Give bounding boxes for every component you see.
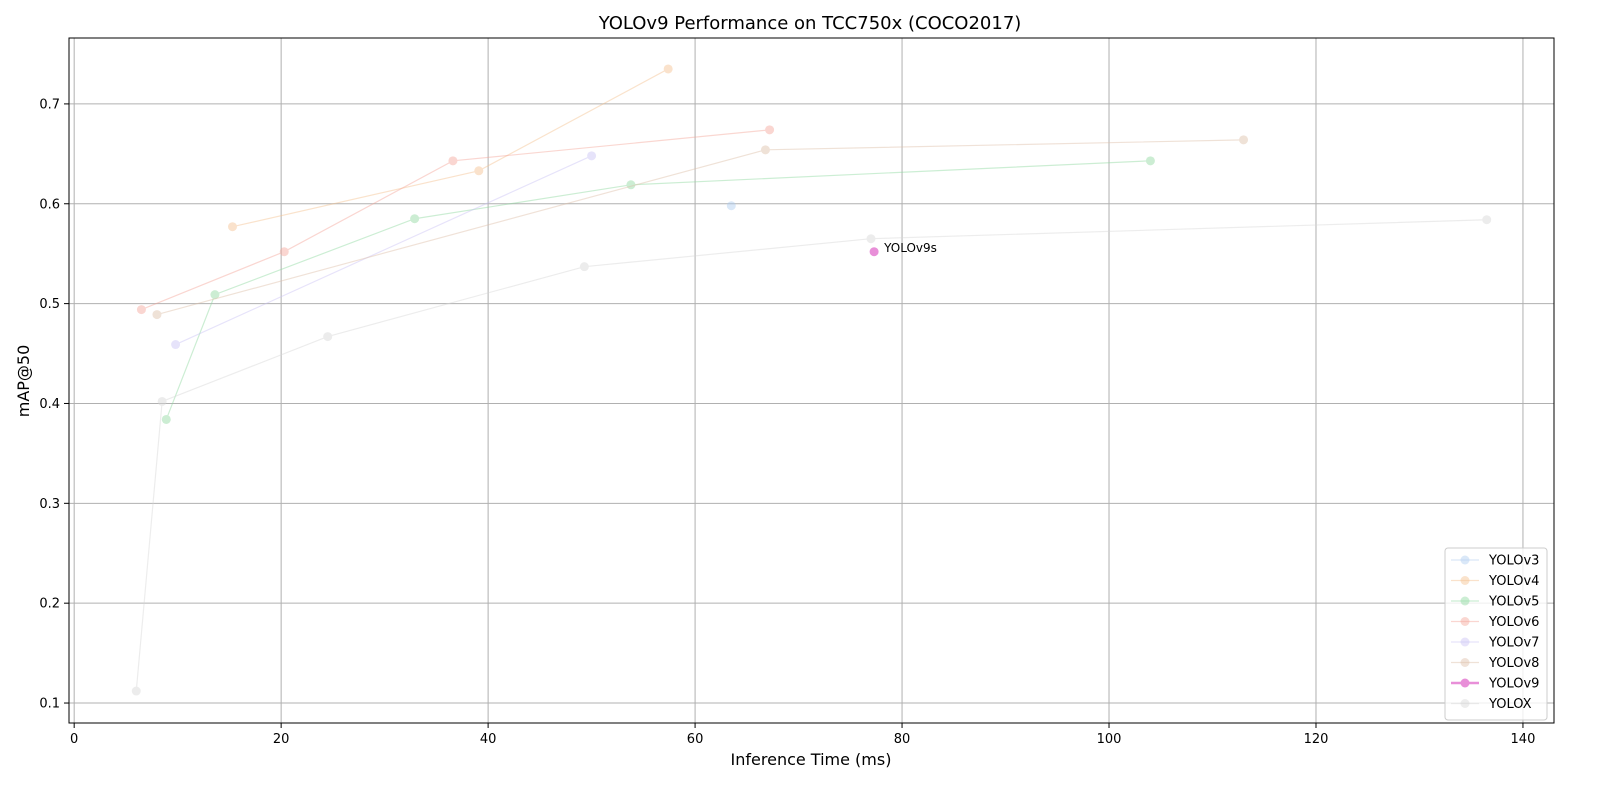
y-axis-label: mAP@50 — [14, 345, 33, 418]
series-yolov4 — [228, 64, 673, 232]
series-line-yolov4 — [232, 68, 669, 228]
legend-marker — [1460, 596, 1470, 606]
data-point-yolox — [157, 396, 167, 406]
y-tick-label: 0.2 — [39, 597, 60, 612]
x-tick-label: 140 — [1511, 732, 1536, 747]
data-point-yolov3 — [726, 201, 736, 211]
data-point-yolov7 — [171, 340, 181, 350]
data-point-yolov4 — [663, 64, 673, 74]
legend-marker — [1460, 637, 1470, 647]
data-point-yolov5 — [410, 214, 420, 224]
data-point-yolov8 — [760, 145, 770, 155]
x-tick-label: 40 — [480, 732, 497, 747]
data-point-yolox — [866, 234, 876, 244]
data-point-yolov7 — [587, 151, 597, 161]
data-point-yolov9 — [869, 247, 879, 257]
series-yolov7 — [171, 151, 597, 350]
data-point-yolov4 — [474, 166, 484, 176]
data-point-yolov5 — [161, 414, 171, 424]
y-tick-label: 0.1 — [39, 697, 60, 712]
legend: YOLOv3 YOLOv4 YOLOv5 YOLOv6 YOLOv7 YOLOv8 YOLO… — [1444, 547, 1548, 721]
legend-item-yolov5: YOLOv5 — [1451, 595, 1539, 610]
grid — [69, 38, 1554, 723]
ticks: 0 20 40 60 80 100 120 140 0.1 0.2 0.3 0.4 0.5 0.6 0.7 — [39, 97, 1535, 747]
legend-label: YOLOv7 — [1488, 636, 1539, 651]
plot-frame — [68, 37, 1555, 724]
y-tick-label: 0.5 — [39, 297, 60, 312]
legend-label: YOLOv5 — [1488, 595, 1539, 610]
legend-marker — [1460, 555, 1470, 565]
legend-box — [1444, 547, 1548, 721]
series-line-yolov8 — [156, 139, 1244, 316]
data-point-yolov6 — [136, 305, 146, 315]
x-tick-label: 60 — [687, 732, 704, 747]
legend-item-yolov9: YOLOv9 — [1451, 677, 1539, 692]
legend-marker — [1460, 678, 1470, 688]
legend-item-yolov3: YOLOv3 — [1451, 554, 1539, 569]
x-tick-label: 120 — [1304, 732, 1329, 747]
data-point-yolov5 — [1145, 156, 1155, 166]
x-axis-label: Inference Time (ms) — [731, 750, 892, 769]
y-tick-label: 0.6 — [39, 197, 60, 212]
data-point-yolov8 — [1239, 135, 1249, 145]
series-yolov6 — [136, 125, 775, 315]
legend-marker — [1460, 658, 1470, 667]
data-point-yolov6 — [765, 125, 775, 135]
legend-marker — [1460, 699, 1470, 708]
series-yolov3 — [726, 201, 736, 211]
annotations: YOLOv9s — [883, 241, 937, 255]
x-tick-label: 0 — [70, 732, 78, 747]
legend-label: YOLOv4 — [1488, 574, 1539, 589]
data-point-yolov4 — [228, 222, 238, 232]
series-line-yolox — [135, 219, 1487, 692]
legend-label: YOLOv8 — [1488, 656, 1539, 671]
series-yolov9 — [869, 247, 879, 257]
legend-marker — [1460, 617, 1470, 626]
legend-label: YOLOX — [1488, 697, 1532, 712]
series-line-yolov7 — [175, 155, 592, 346]
data-point-yolox — [579, 262, 589, 272]
legend-label: YOLOv3 — [1488, 554, 1539, 569]
chart-title: YOLOv9 Performance on TCC750x (COCO2017) — [598, 13, 1022, 34]
data-point-yolov5 — [210, 290, 220, 300]
legend-item-yolov6: YOLOv6 — [1451, 615, 1539, 630]
data-point-yolov5 — [626, 180, 636, 190]
legend-item-yolox: YOLOX — [1451, 697, 1532, 712]
y-tick-label: 0.4 — [39, 397, 60, 412]
x-tick-label: 100 — [1097, 732, 1122, 747]
legend-marker — [1460, 576, 1470, 585]
data-point-yolox — [1482, 215, 1492, 225]
legend-item-yolov7: YOLOv7 — [1451, 636, 1539, 651]
series-layer — [131, 64, 1492, 696]
series-line-yolov5 — [165, 160, 1151, 420]
series-yolov8 — [152, 135, 1249, 320]
data-point-yolov6 — [279, 247, 289, 257]
legend-label: YOLOv9 — [1488, 677, 1539, 692]
data-point-yolov6 — [448, 156, 458, 166]
y-tick-label: 0.3 — [39, 497, 60, 512]
x-tick-label: 80 — [894, 732, 911, 747]
series-line-yolov6 — [141, 129, 770, 311]
data-point-yolov8 — [152, 310, 162, 320]
legend-item-yolov8: YOLOv8 — [1451, 656, 1539, 671]
annotation-label: YOLOv9s — [883, 241, 937, 255]
legend-label: YOLOv6 — [1488, 615, 1539, 630]
data-point-yolox — [131, 686, 141, 696]
data-point-yolox — [323, 332, 333, 342]
x-tick-label: 20 — [273, 732, 290, 747]
y-tick-label: 0.7 — [39, 97, 60, 112]
series-yolox — [131, 215, 1492, 696]
series-yolov5 — [161, 156, 1155, 424]
legend-item-yolov4: YOLOv4 — [1451, 574, 1539, 589]
